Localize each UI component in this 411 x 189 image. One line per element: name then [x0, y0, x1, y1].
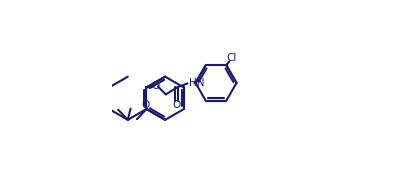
- Text: Cl: Cl: [226, 53, 237, 63]
- Text: O: O: [142, 100, 150, 110]
- Text: HN: HN: [189, 78, 205, 88]
- Text: O: O: [151, 81, 159, 91]
- Text: O: O: [173, 100, 181, 110]
